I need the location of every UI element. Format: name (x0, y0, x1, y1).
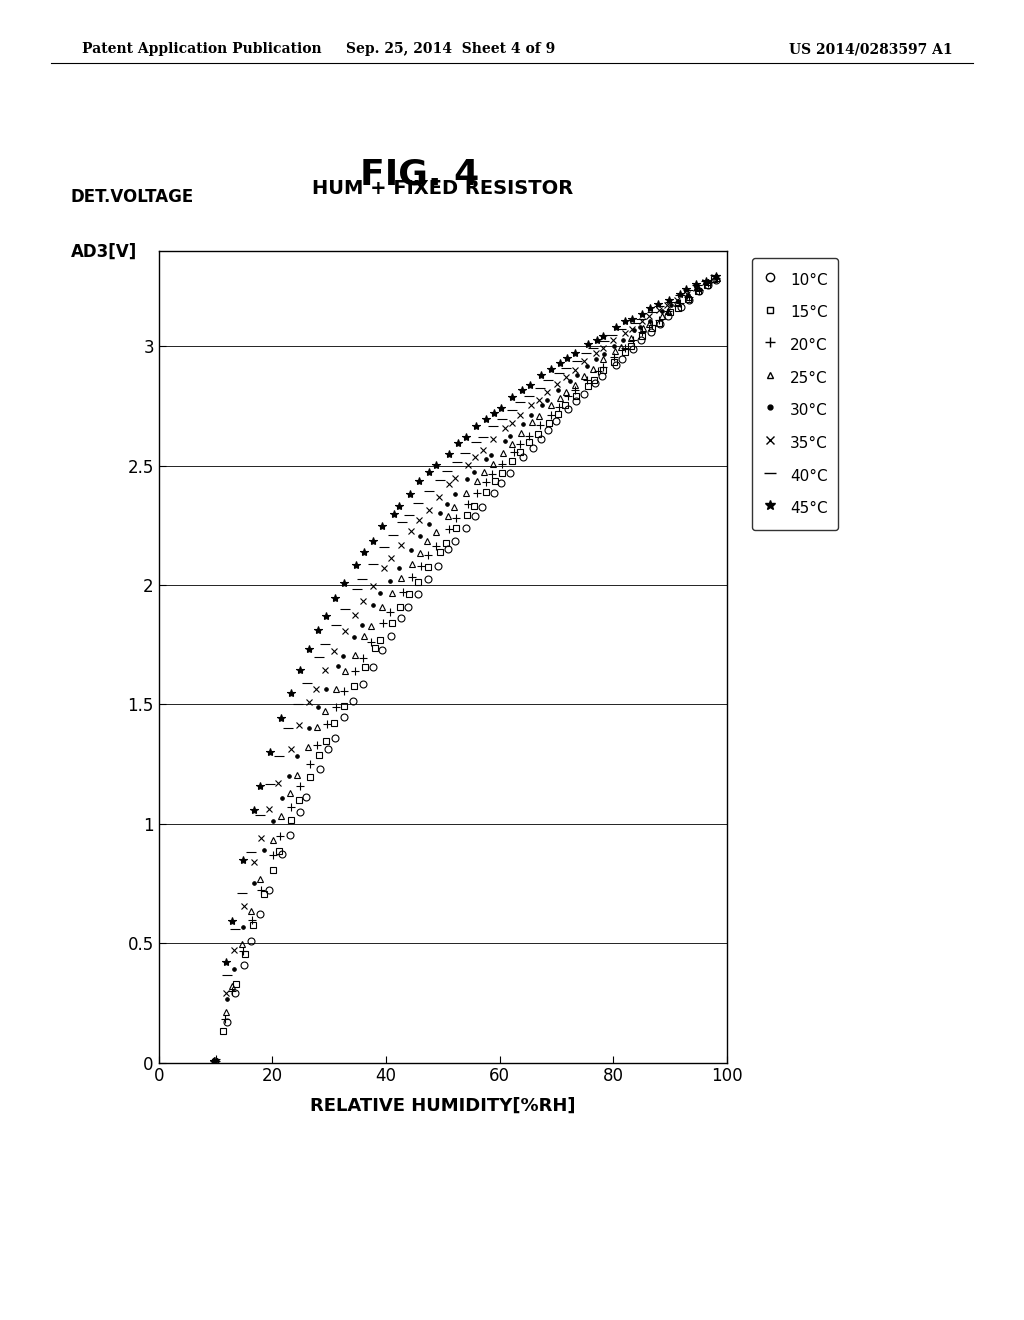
Text: Sep. 25, 2014  Sheet 4 of 9: Sep. 25, 2014 Sheet 4 of 9 (346, 42, 555, 57)
Text: US 2014/0283597 A1: US 2014/0283597 A1 (788, 42, 952, 57)
Text: DET.VOLTAGE: DET.VOLTAGE (71, 189, 194, 206)
X-axis label: RELATIVE HUMIDITY[%RH]: RELATIVE HUMIDITY[%RH] (310, 1097, 575, 1114)
Text: FIG. 4: FIG. 4 (360, 157, 479, 191)
Text: Patent Application Publication: Patent Application Publication (82, 42, 322, 57)
Text: HUM + FIXED RESISTOR: HUM + FIXED RESISTOR (312, 180, 573, 198)
Text: AD3[V]: AD3[V] (71, 243, 137, 260)
Legend: 10°C, 15°C, 20°C, 25°C, 30°C, 35°C, 40°C, 45°C: 10°C, 15°C, 20°C, 25°C, 30°C, 35°C, 40°C… (752, 259, 839, 529)
